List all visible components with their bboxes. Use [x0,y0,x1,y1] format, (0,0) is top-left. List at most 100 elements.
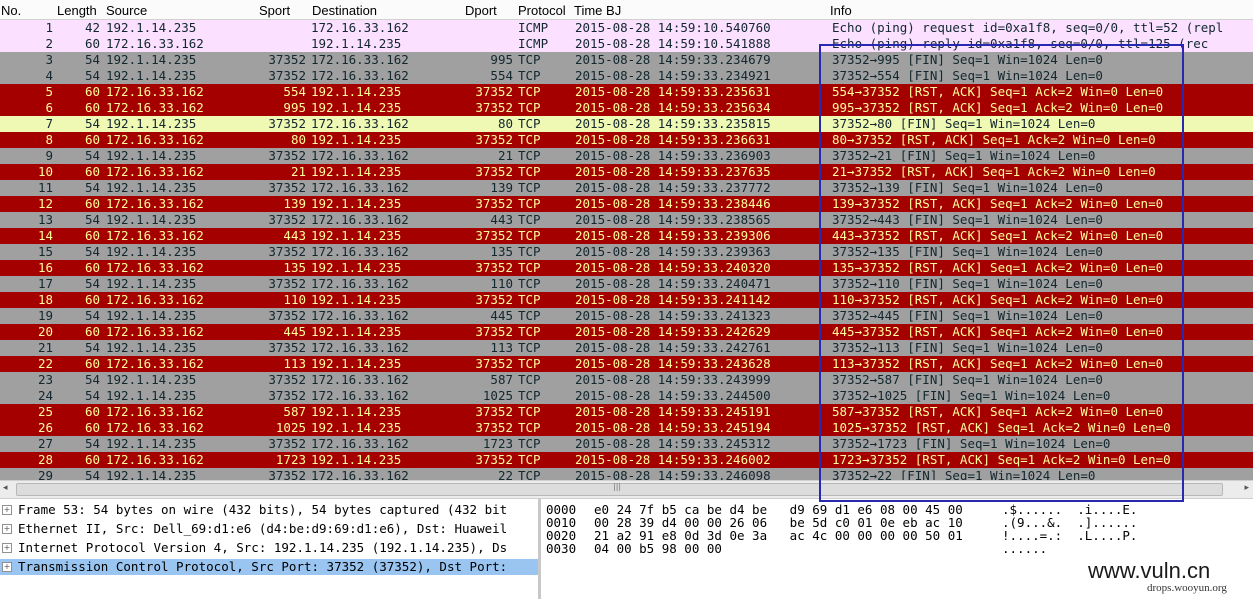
hex-dump-row: 0010 00 28 39 d4 00 00 26 06 be 5d c0 01 … [544,516,1253,529]
cell-no: 6 [45,100,53,115]
cell-sport: 80 [290,132,306,147]
packet-row[interactable]: 14 60 172.16.33.162 443 192.1.14.235 37352 TCP… [0,228,1253,244]
col-header-dport[interactable]: Dport [465,3,497,18]
cell-source: 192.1.14.235 [106,244,197,259]
cell-no: 1 [45,20,53,35]
detail-tree-item[interactable]: + Transmission Control Protocol, Src Port… [0,559,538,575]
cell-no: 20 [37,324,53,339]
col-header-time[interactable]: Time BJ [574,3,622,18]
hex-offset[interactable]: 0000 [546,502,577,517]
detail-tree-item[interactable]: + Ethernet II, Src: Dell_69:d1:e6 (d4:be:… [0,521,538,537]
cell-no: 18 [37,292,53,307]
col-header-destination[interactable]: Destination [312,3,378,18]
cell-info: 80→37352 [RST, ACK] Seq=1 Ack=2 Win=0 Le… [832,132,1156,147]
packet-row[interactable]: 19 54 192.1.14.235 37352 172.16.33.162 445 TCP… [0,308,1253,324]
packet-list-horizontal-scrollbar[interactable]: ◂ ||| ▸ [0,480,1253,499]
packet-row[interactable]: 28 60 172.16.33.162 1723 192.1.14.235 37352 TC… [0,452,1253,468]
packet-row[interactable]: 17 54 192.1.14.235 37352 172.16.33.162 110 TCP… [0,276,1253,292]
detail-tree-item[interactable]: + Frame 53: 54 bytes on wire (432 bits), … [0,502,538,518]
col-header-length[interactable]: Length [57,3,97,18]
cell-source: 192.1.14.235 [106,276,197,291]
col-header-sport[interactable]: Sport [259,3,291,18]
packet-row[interactable]: 29 54 192.1.14.235 37352 172.16.33.162 22 TCP 2… [0,468,1253,480]
cell-sport: 1025 [275,420,306,435]
hex-offset[interactable]: 0020 [546,528,577,543]
col-header-no[interactable]: No. [1,3,22,18]
hex-dump-row: 0030 04 00 b5 98 00 00...... [544,542,1253,555]
hex-bytes[interactable]: 00 28 39 d4 00 00 26 06 be 5d c0 01 0e e… [594,515,963,530]
cell-protocol: TCP [518,388,541,403]
cell-no: 21 [37,340,53,355]
scroll-right-arrow-icon[interactable]: ▸ [1244,483,1249,493]
packet-row[interactable]: 12 60 172.16.33.162 139 192.1.14.235 37352 TCP… [0,196,1253,212]
cell-dport: 37352 [475,196,513,211]
cell-time: 2015-08-28 14:59:33.236903 [575,148,771,163]
cell-sport: 21 [290,164,306,179]
cell-source: 192.1.14.235 [106,68,197,83]
hex-offset[interactable]: 0010 [546,515,577,530]
expand-plus-icon[interactable]: + [2,562,12,572]
hex-ascii[interactable]: .(9...&. .]...... [1002,515,1138,530]
packet-row[interactable]: 24 54 192.1.14.235 37352 172.16.33.162 1025 TC… [0,388,1253,404]
packet-row[interactable]: 16 60 172.16.33.162 135 192.1.14.235 37352 TCP… [0,260,1253,276]
col-header-protocol[interactable]: Protocol [518,3,566,18]
hex-ascii[interactable]: ...... [1002,541,1048,556]
packet-row[interactable]: 3 54 192.1.14.235 37352 172.16.33.162 995 TCP 2… [0,52,1253,68]
cell-source: 192.1.14.235 [106,372,197,387]
expand-plus-icon[interactable]: + [2,505,12,515]
packet-row[interactable]: 9 54 192.1.14.235 37352 172.16.33.162 21 TCP 20… [0,148,1253,164]
packet-row[interactable]: 8 60 172.16.33.162 80 192.1.14.235 37352 TCP 20… [0,132,1253,148]
cell-sport: 37352 [268,340,306,355]
packet-row[interactable]: 22 60 172.16.33.162 113 192.1.14.235 37352 TCP… [0,356,1253,372]
hex-ascii[interactable]: .$...... .i....E. [1002,502,1138,517]
packet-row[interactable]: 5 60 172.16.33.162 554 192.1.14.235 37352 TCP 2… [0,84,1253,100]
hex-bytes[interactable]: e0 24 7f b5 ca be d4 be d9 69 d1 e6 08 0… [594,502,963,517]
packet-row[interactable]: 26 60 172.16.33.162 1025 192.1.14.235 37352 TC… [0,420,1253,436]
cell-no: 17 [37,276,53,291]
cell-destination: 172.16.33.162 [311,52,409,67]
cell-source: 192.1.14.235 [106,436,197,451]
cell-dport: 37352 [475,404,513,419]
packet-row[interactable]: 20 60 172.16.33.162 445 192.1.14.235 37352 TCP… [0,324,1253,340]
cell-time: 2015-08-28 14:59:33.246002 [575,452,771,467]
cell-protocol: TCP [518,404,541,419]
detail-tree-item[interactable]: + Internet Protocol Version 4, Src: 192.1… [0,540,538,556]
expand-plus-icon[interactable]: + [2,524,12,534]
col-header-source[interactable]: Source [106,3,148,18]
cell-protocol: ICMP [518,36,549,51]
cell-time: 2015-08-28 14:59:33.244500 [575,388,771,403]
cell-source: 192.1.14.235 [106,308,197,323]
packet-row[interactable]: 15 54 192.1.14.235 37352 172.16.33.162 135 TCP… [0,244,1253,260]
packet-row[interactable]: 25 60 172.16.33.162 587 192.1.14.235 37352 TCP… [0,404,1253,420]
hex-bytes[interactable]: 04 00 b5 98 00 00 [594,541,722,556]
cell-length: 60 [84,356,100,371]
packet-row[interactable]: 7 54 192.1.14.235 37352 172.16.33.162 80 TCP 20… [0,116,1253,132]
packet-row[interactable]: 6 60 172.16.33.162 995 192.1.14.235 37352 TCP 2… [0,100,1253,116]
cell-protocol: TCP [518,244,541,259]
packet-row[interactable]: 4 54 192.1.14.235 37352 172.16.33.162 554 TCP 2… [0,68,1253,84]
expand-plus-icon[interactable]: + [2,543,12,553]
packet-row[interactable]: 18 60 172.16.33.162 110 192.1.14.235 37352 TCP… [0,292,1253,308]
packet-row[interactable]: 23 54 192.1.14.235 37352 172.16.33.162 587 TCP… [0,372,1253,388]
packet-row[interactable]: 21 54 192.1.14.235 37352 172.16.33.162 113 TCP… [0,340,1253,356]
scrollbar-thumb[interactable] [16,483,1223,496]
cell-time: 2015-08-28 14:59:33.235634 [575,100,771,115]
packet-row[interactable]: 27 54 192.1.14.235 37352 172.16.33.162 1723 TC… [0,436,1253,452]
hex-offset[interactable]: 0030 [546,541,577,556]
packet-row[interactable]: 1 42 192.1.14.235 172.16.33.162 ICMP 2015-08-… [0,20,1253,36]
hex-ascii[interactable]: !....=.: .L....P. [1002,528,1138,543]
cell-length: 60 [84,452,100,467]
cell-protocol: TCP [518,468,541,480]
cell-source: 172.16.33.162 [106,292,204,307]
scroll-left-arrow-icon[interactable]: ◂ [3,483,8,493]
packet-row[interactable]: 10 60 172.16.33.162 21 192.1.14.235 37352 TCP 2… [0,164,1253,180]
cell-source: 172.16.33.162 [106,452,204,467]
cell-source: 172.16.33.162 [106,100,204,115]
col-header-info[interactable]: Info [830,3,852,18]
packet-row[interactable]: 11 54 192.1.14.235 37352 172.16.33.162 139 TCP… [0,180,1253,196]
packet-row[interactable]: 2 60 172.16.33.162 192.1.14.235 ICMP 2015-08-… [0,36,1253,52]
packet-row[interactable]: 13 54 192.1.14.235 37352 172.16.33.162 443 TCP… [0,212,1253,228]
hex-bytes[interactable]: 21 a2 91 e8 0d 3d 0e 3a ac 4c 00 00 00 0… [594,528,963,543]
cell-dport: 37352 [475,452,513,467]
cell-time: 2015-08-28 14:59:33.238446 [575,196,771,211]
